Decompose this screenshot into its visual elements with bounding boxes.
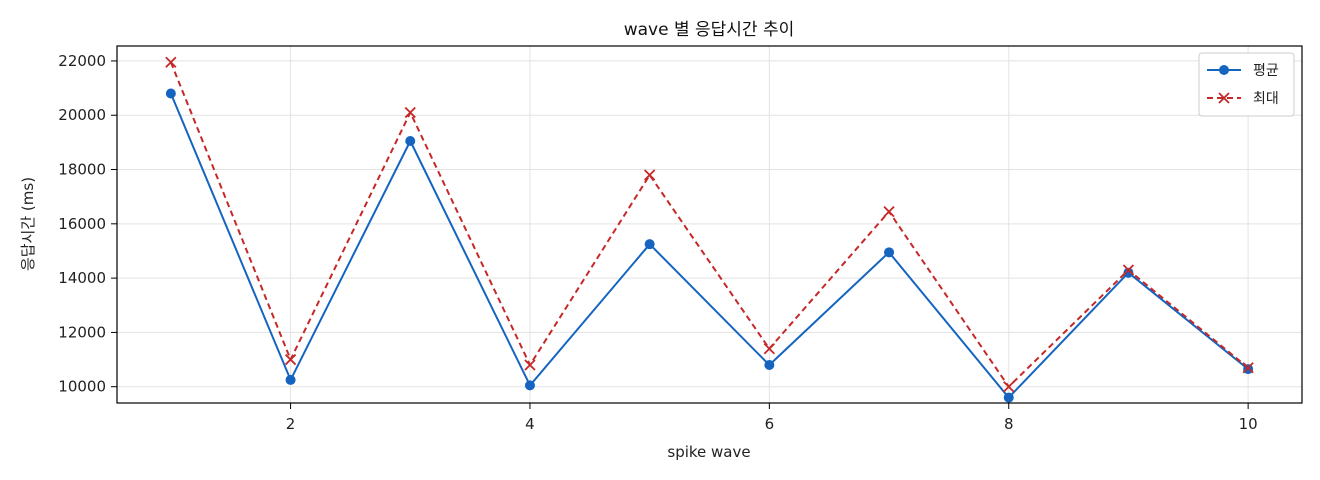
series-line-max bbox=[169, 61, 1249, 388]
y-tick-label: 10000 bbox=[58, 378, 106, 396]
data-point-max bbox=[1242, 362, 1254, 374]
data-point-max bbox=[1122, 264, 1135, 276]
series-line-avg bbox=[169, 93, 1249, 399]
legend-box bbox=[1198, 52, 1295, 117]
legend: 평균 최대 bbox=[1198, 52, 1295, 117]
data-point-max bbox=[284, 353, 297, 366]
y-tick-label: 22000 bbox=[58, 52, 106, 70]
data-point-avg bbox=[764, 359, 775, 370]
data-point-max bbox=[1003, 381, 1015, 393]
legend-label-max: 최대 bbox=[1253, 91, 1279, 107]
y-tick-label: 16000 bbox=[58, 215, 106, 233]
data-point-max bbox=[763, 343, 775, 355]
data-point-max bbox=[165, 56, 177, 68]
x-tick-label: 6 bbox=[765, 415, 775, 433]
data-point-max bbox=[404, 106, 416, 119]
data-point-avg bbox=[405, 136, 416, 147]
y-tick-label: 14000 bbox=[58, 269, 106, 287]
x-tick-label: 8 bbox=[1004, 415, 1014, 433]
data-point-max bbox=[883, 205, 895, 218]
plot-frame bbox=[116, 45, 1303, 404]
data-point-avg bbox=[884, 247, 895, 258]
legend-marker-avg bbox=[1219, 65, 1229, 75]
data-point-max bbox=[644, 169, 656, 181]
legend-marker-max bbox=[1218, 92, 1230, 104]
data-point-avg bbox=[644, 239, 655, 250]
data-point-avg bbox=[285, 374, 296, 385]
y-tick-label: 12000 bbox=[58, 323, 106, 341]
data-point-max bbox=[524, 359, 536, 371]
legend-label-avg: 평균 bbox=[1253, 63, 1279, 79]
data-point-avg bbox=[1123, 267, 1134, 278]
y-tick-label: 20000 bbox=[58, 106, 106, 124]
y-axis-title: 응답시간 (ms) bbox=[19, 177, 37, 271]
x-tick-label: 10 bbox=[1239, 415, 1258, 433]
data-point-avg bbox=[165, 88, 176, 99]
chart-title: wave 별 응답시간 추이 bbox=[624, 20, 795, 40]
data-point-avg bbox=[1003, 392, 1014, 403]
y-tick-label: 18000 bbox=[58, 161, 106, 179]
x-axis-title: spike wave bbox=[667, 443, 750, 461]
series-layer bbox=[165, 56, 1254, 403]
axis-ticks: 2 4 6 8 10 10000 12000 14000 16000 18000 20000 2200… bbox=[58, 52, 1257, 433]
x-tick-label: 4 bbox=[525, 415, 535, 433]
x-tick-label: 2 bbox=[286, 415, 296, 433]
data-point-avg bbox=[524, 380, 535, 391]
